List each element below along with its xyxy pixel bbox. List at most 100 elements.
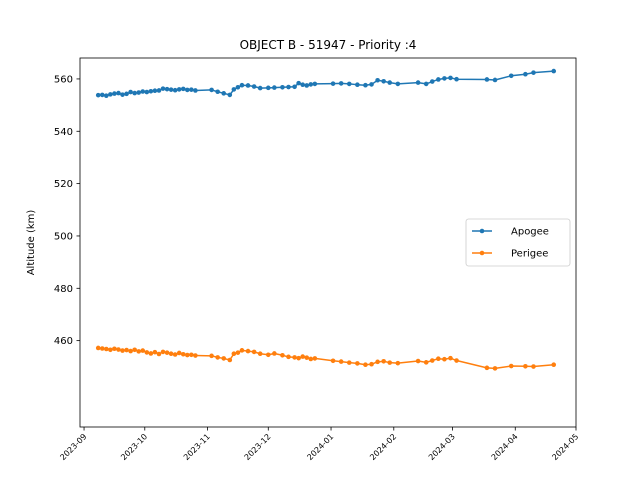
data-point-apogee xyxy=(160,86,166,91)
data-point-perigee xyxy=(257,351,263,357)
data-point-apogee xyxy=(193,88,198,93)
data-point-apogee xyxy=(227,92,233,98)
data-point-perigee xyxy=(296,355,301,361)
data-point-apogee xyxy=(152,88,158,94)
data-point-apogee xyxy=(375,77,380,83)
data-point-perigee xyxy=(185,352,190,358)
data-point-perigee xyxy=(251,349,257,355)
data-point-perigee xyxy=(116,347,121,352)
data-point-apogee xyxy=(231,87,237,92)
data-point-perigee xyxy=(124,347,129,353)
data-point-apogee xyxy=(346,81,352,87)
data-point-apogee xyxy=(265,85,271,91)
data-point-apogee xyxy=(448,75,453,81)
data-point-perigee xyxy=(99,346,105,351)
legend-swatch-marker-perigee xyxy=(479,250,485,256)
data-point-apogee xyxy=(312,81,318,87)
data-point-perigee xyxy=(484,365,490,371)
data-point-perigee xyxy=(423,360,429,365)
y-tick-label: 520 xyxy=(54,179,73,190)
data-point-perigee xyxy=(492,366,498,371)
data-point-perigee xyxy=(338,359,344,364)
data-point-perigee xyxy=(312,356,318,361)
data-point-apogee xyxy=(492,77,498,83)
legend-label-perigee: Perigee xyxy=(511,249,548,260)
data-point-apogee xyxy=(239,82,245,88)
data-point-apogee xyxy=(140,89,146,94)
data-point-perigee xyxy=(300,354,305,359)
data-point-apogee xyxy=(308,82,314,87)
data-point-apogee xyxy=(168,87,174,92)
data-point-perigee xyxy=(346,360,352,365)
data-point-apogee xyxy=(128,89,133,95)
data-point-apogee xyxy=(132,90,137,96)
data-point-apogee xyxy=(148,88,154,94)
y-tick-label: 460 xyxy=(54,336,73,347)
data-point-apogee xyxy=(300,82,305,87)
data-point-perigee xyxy=(193,353,198,358)
data-point-perigee xyxy=(415,358,421,364)
data-point-apogee xyxy=(124,91,129,97)
data-point-apogee xyxy=(363,82,368,88)
data-point-perigee xyxy=(387,360,393,365)
data-point-perigee xyxy=(272,351,277,356)
data-point-apogee xyxy=(156,88,162,93)
data-point-apogee xyxy=(296,80,301,86)
data-point-apogee xyxy=(95,92,101,98)
legend-label-apogee: Apogee xyxy=(511,227,549,238)
data-point-apogee xyxy=(355,82,360,87)
data-point-apogee xyxy=(330,81,336,86)
data-point-perigee xyxy=(369,361,374,367)
y-axis-label: Altitude (km) xyxy=(26,210,37,276)
data-point-perigee xyxy=(363,362,368,368)
data-point-perigee xyxy=(180,351,186,357)
data-point-perigee xyxy=(189,352,194,358)
data-point-apogee xyxy=(286,84,291,90)
legend: Apogee Perigee xyxy=(465,218,571,267)
data-point-perigee xyxy=(221,356,227,361)
data-point-apogee xyxy=(164,86,170,92)
data-point-perigee xyxy=(286,354,291,360)
data-point-apogee xyxy=(338,81,344,86)
data-point-perigee xyxy=(160,349,166,355)
data-point-perigee xyxy=(448,355,453,361)
series-apogee xyxy=(95,68,557,98)
data-point-perigee xyxy=(140,348,146,353)
y-tick-label: 560 xyxy=(54,74,73,85)
data-point-perigee xyxy=(215,355,220,360)
data-point-perigee xyxy=(436,356,441,362)
data-point-apogee xyxy=(551,68,557,74)
data-point-perigee xyxy=(551,362,557,368)
data-point-apogee xyxy=(381,78,386,84)
data-point-perigee xyxy=(108,347,113,353)
data-point-perigee xyxy=(104,346,109,352)
legend-item-apogee: Apogee xyxy=(472,227,549,238)
data-point-apogee xyxy=(369,82,374,87)
series-perigee xyxy=(95,345,557,371)
data-point-apogee xyxy=(172,87,178,93)
data-point-apogee xyxy=(429,79,435,84)
data-point-apogee xyxy=(215,89,220,95)
data-point-perigee xyxy=(95,345,101,351)
data-point-apogee xyxy=(176,87,182,92)
data-point-perigee xyxy=(304,355,310,360)
series-layer xyxy=(95,68,557,371)
data-point-apogee xyxy=(423,81,429,87)
data-point-apogee xyxy=(144,89,150,95)
data-point-apogee xyxy=(454,76,459,82)
data-point-perigee xyxy=(164,350,170,355)
data-point-perigee xyxy=(112,346,117,352)
data-point-apogee xyxy=(221,91,227,96)
data-point-apogee xyxy=(120,92,125,97)
data-point-apogee xyxy=(436,77,441,82)
data-point-apogee xyxy=(136,90,142,95)
data-point-apogee xyxy=(395,81,401,87)
data-point-perigee xyxy=(381,359,386,364)
data-point-perigee xyxy=(330,358,336,364)
data-point-apogee xyxy=(209,87,214,93)
data-point-apogee xyxy=(304,83,310,88)
data-point-perigee xyxy=(508,363,514,369)
data-point-perigee xyxy=(172,352,178,357)
data-point-perigee xyxy=(144,350,150,355)
chart-title: OBJECT B - 51947 - Priority :4 xyxy=(240,38,417,52)
